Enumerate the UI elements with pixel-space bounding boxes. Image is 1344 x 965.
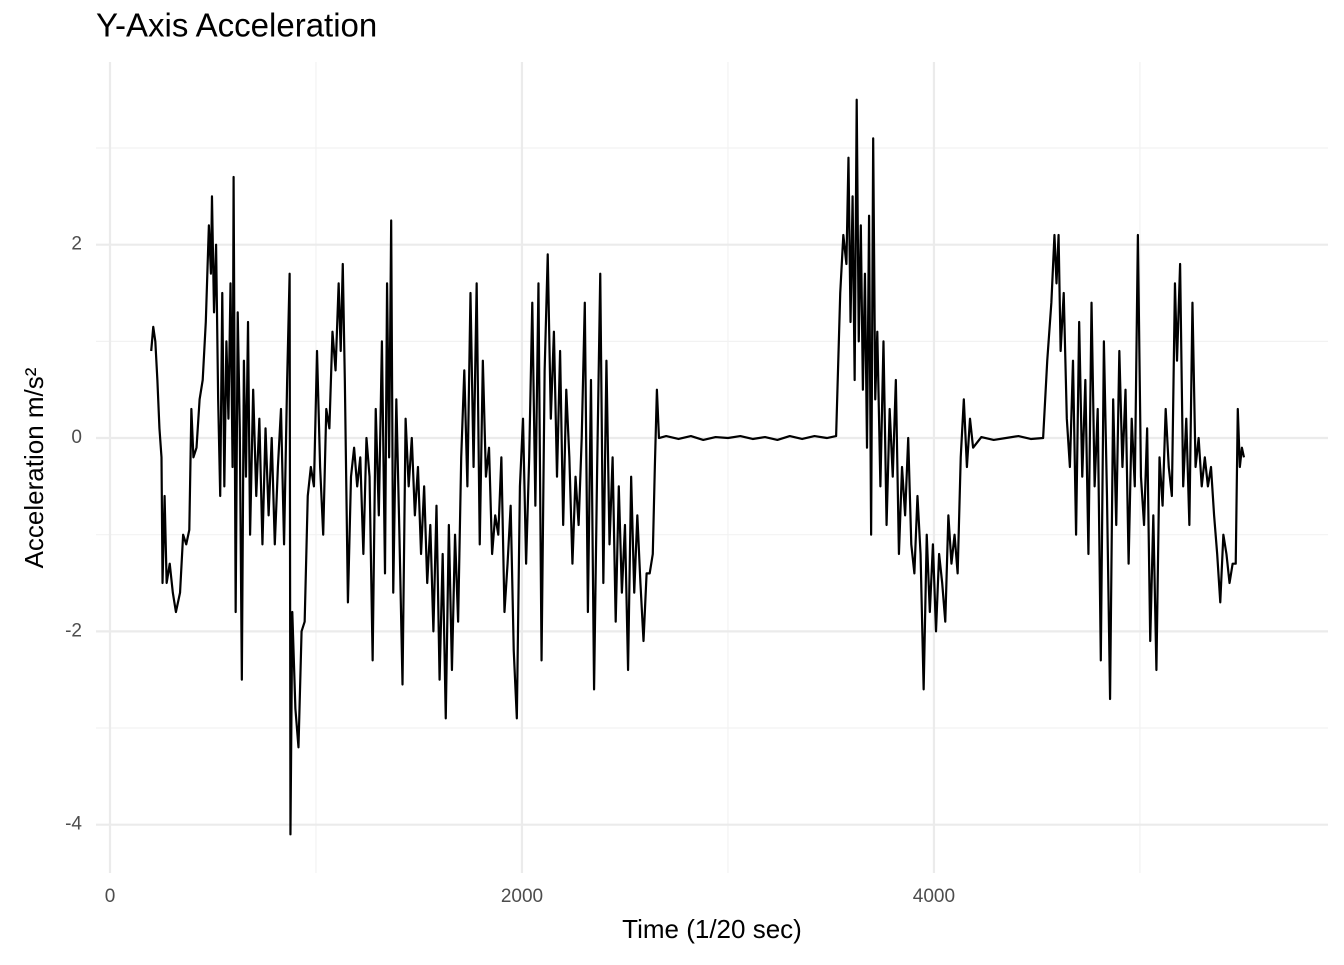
x-tick-label: 4000	[913, 886, 955, 907]
y-tick-label: 2	[71, 234, 82, 255]
y-tick-label: -2	[65, 620, 82, 641]
y-tick-label: 0	[71, 427, 82, 448]
x-tick-label: 0	[105, 886, 116, 907]
y-tick-label: -4	[65, 814, 82, 835]
y-axis-title: Acceleration m/s²	[19, 367, 49, 568]
x-tick-label: 2000	[501, 886, 543, 907]
data-line	[150, 98, 1246, 836]
chart-title: Y-Axis Acceleration	[96, 7, 377, 44]
x-axis-title: Time (1/20 sec)	[622, 914, 802, 944]
